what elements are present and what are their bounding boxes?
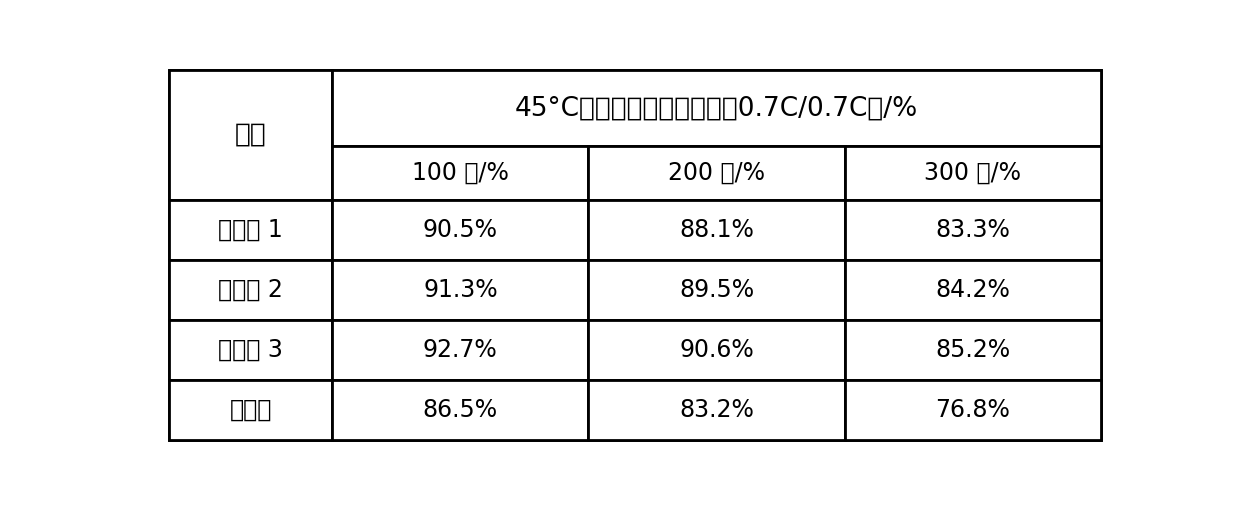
Text: 86.5%: 86.5% [422, 398, 498, 422]
Bar [589, 146, 845, 199]
Text: 90.5%: 90.5% [422, 218, 498, 241]
Text: 实施例 2: 实施例 2 [218, 278, 284, 301]
Text: 实施例 1: 实施例 1 [218, 218, 284, 241]
Bar [589, 199, 845, 260]
Bar [845, 320, 1100, 380]
Bar [845, 380, 1100, 440]
Text: 方案: 方案 [235, 122, 266, 148]
Bar [170, 380, 332, 440]
Bar [170, 70, 332, 199]
Bar [589, 380, 845, 440]
Text: 92.7%: 92.7% [422, 338, 498, 362]
Bar [589, 320, 845, 380]
Text: 84.2%: 84.2% [935, 278, 1010, 301]
Text: 83.3%: 83.3% [935, 218, 1010, 241]
Bar [332, 199, 589, 260]
Text: 90.6%: 90.6% [679, 338, 753, 362]
Text: 实施例 3: 实施例 3 [218, 338, 284, 362]
Text: 89.5%: 89.5% [679, 278, 755, 301]
Bar [170, 320, 332, 380]
Bar [170, 199, 332, 260]
Bar [845, 146, 1100, 199]
Bar [589, 260, 845, 320]
Text: 85.2%: 85.2% [935, 338, 1010, 362]
Text: 83.2%: 83.2% [679, 398, 753, 422]
Bar [170, 260, 332, 320]
Text: 45°C循环次数容量保持率（0.7C/0.7C）/%: 45°C循环次数容量保持率（0.7C/0.7C）/% [515, 95, 918, 121]
Text: 76.8%: 76.8% [935, 398, 1010, 422]
Bar [332, 146, 589, 199]
Text: 88.1%: 88.1% [679, 218, 753, 241]
Text: 对比例: 对比例 [229, 398, 273, 422]
Bar [332, 320, 589, 380]
Bar [845, 199, 1100, 260]
Text: 200 次/%: 200 次/% [668, 161, 764, 185]
Text: 300 次/%: 300 次/% [924, 161, 1021, 185]
Text: 100 次/%: 100 次/% [411, 161, 509, 185]
Bar [332, 380, 589, 440]
Bar [332, 70, 1100, 146]
Text: 91.3%: 91.3% [422, 278, 498, 301]
Bar [845, 260, 1100, 320]
Bar [332, 260, 589, 320]
